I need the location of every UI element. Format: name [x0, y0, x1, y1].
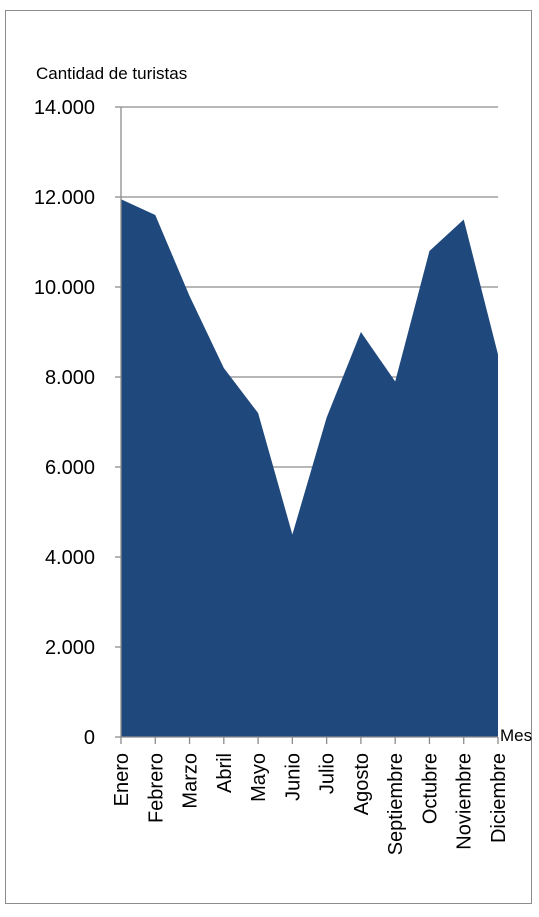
- y-tick-label: 8.000: [45, 367, 95, 389]
- x-tick-label: Mayo: [248, 753, 270, 802]
- x-tick-label: Noviembre: [454, 753, 476, 850]
- y-axis-title: Cantidad de turistas: [36, 64, 187, 83]
- y-tick-label: 14.000: [34, 97, 95, 119]
- x-tick-label: Diciembre: [488, 753, 510, 843]
- x-tick-label: Octubre: [419, 753, 441, 824]
- y-tick-label: 0: [84, 727, 95, 749]
- x-tick-label: Marzo: [180, 753, 202, 809]
- x-tick-label: Septiembre: [385, 753, 407, 855]
- y-tick-label: 12.000: [34, 187, 95, 209]
- y-tick-label: 2.000: [45, 637, 95, 659]
- x-tick-label: Junio: [282, 753, 304, 801]
- x-axis-title: Mes: [500, 726, 532, 745]
- y-tick-label: 10.000: [34, 277, 95, 299]
- y-tick-labels: 0 2.000 4.000 6.000 8.000 10.000 12.000 14.000: [34, 97, 95, 749]
- x-tick-label: Febrero: [145, 753, 167, 823]
- axes: [115, 106, 499, 744]
- x-tick-labels: Enero Febrero Marzo Abril Mayo Junio Julio Agos…: [111, 753, 510, 855]
- area-series: [121, 199, 498, 737]
- x-tick-label: Enero: [111, 753, 133, 806]
- x-tick-label: Agosto: [351, 753, 373, 815]
- x-tick-label: Julio: [317, 753, 339, 794]
- x-tick-label: Abril: [214, 753, 236, 793]
- y-tick-label: 4.000: [45, 547, 95, 569]
- y-tick-label: 6.000: [45, 457, 95, 479]
